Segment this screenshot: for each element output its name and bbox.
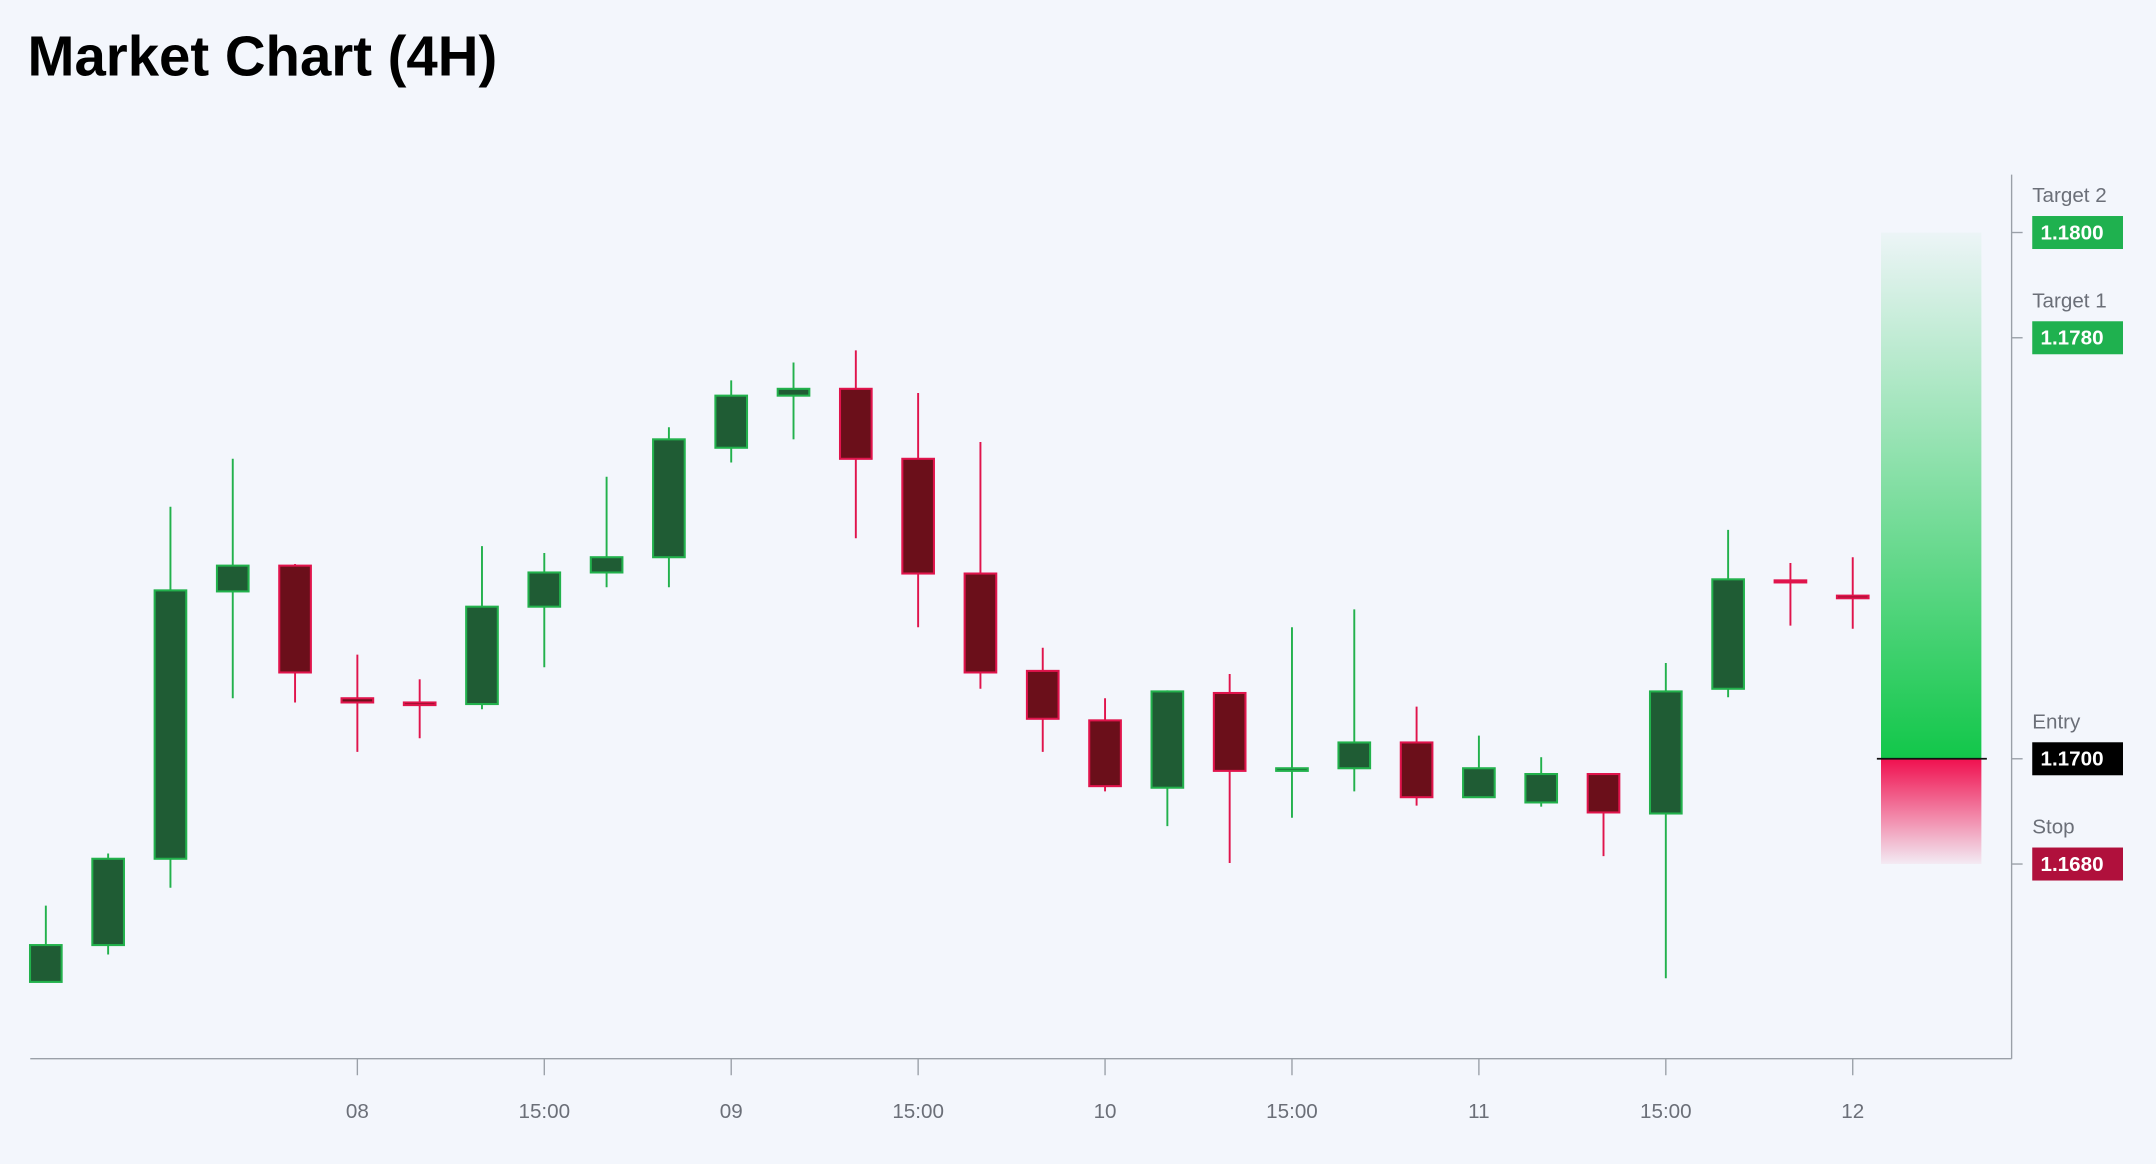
candle-body — [963, 572, 998, 674]
candle-body — [1773, 579, 1808, 584]
candle-body — [402, 701, 437, 707]
x-tick-label: 08 — [346, 1100, 369, 1123]
candle-body — [28, 944, 63, 983]
candle-body — [1150, 690, 1185, 789]
level-value: 1.1780 — [2040, 327, 2103, 350]
candle-body — [901, 457, 935, 575]
level-tag — [2032, 321, 2123, 355]
level-name: Target 1 — [2032, 289, 2106, 312]
level-tag — [2032, 216, 2123, 250]
candle-body — [465, 605, 499, 706]
x-tick-label: 10 — [1094, 1100, 1117, 1123]
candle-body — [776, 387, 811, 397]
chart-title: Market Chart (4H) — [28, 24, 498, 87]
level-tag — [2032, 847, 2123, 881]
candle-body — [215, 564, 250, 593]
level-value: 1.1800 — [2040, 221, 2103, 244]
candle-body — [589, 556, 624, 574]
candle-body — [340, 697, 375, 704]
candle-body — [1835, 594, 1870, 600]
candle-body — [1088, 719, 1122, 788]
x-tick-label: 11 — [1468, 1100, 1489, 1123]
level-name: Entry — [2032, 710, 2081, 733]
level-value: 1.1700 — [2040, 748, 2103, 771]
candle-body — [91, 857, 125, 947]
level-name: Stop — [2032, 816, 2074, 839]
candle-body — [838, 387, 873, 460]
x-tick-label: 12 — [1841, 1100, 1864, 1123]
candle-body — [1524, 773, 1559, 804]
x-tick-label: 15:00 — [1266, 1100, 1318, 1123]
level-name: Target 2 — [2032, 184, 2106, 207]
candle-body — [527, 571, 562, 608]
reward-zone — [1880, 232, 1982, 759]
candle-body — [1586, 773, 1621, 814]
candle-body — [714, 394, 749, 449]
x-tick-label: 15:00 — [1640, 1100, 1692, 1123]
candle-body — [1025, 669, 1060, 720]
candle-body — [652, 438, 686, 559]
candle-body — [1462, 767, 1496, 799]
level-tag — [2032, 742, 2123, 776]
candle-body — [1648, 690, 1683, 815]
candle-body — [1275, 767, 1309, 772]
x-tick-label: 15:00 — [892, 1100, 944, 1123]
candle-body — [1399, 741, 1434, 799]
x-tick-label: 15:00 — [518, 1100, 570, 1123]
candle-body — [1711, 578, 1745, 690]
candle-body — [278, 564, 312, 674]
candle-body — [1337, 741, 1372, 770]
x-tick-label: 09 — [720, 1100, 743, 1123]
candle-body — [1212, 691, 1247, 772]
risk-zone — [1880, 758, 1982, 865]
candle-body — [153, 589, 188, 860]
level-value: 1.1680 — [2040, 853, 2103, 876]
